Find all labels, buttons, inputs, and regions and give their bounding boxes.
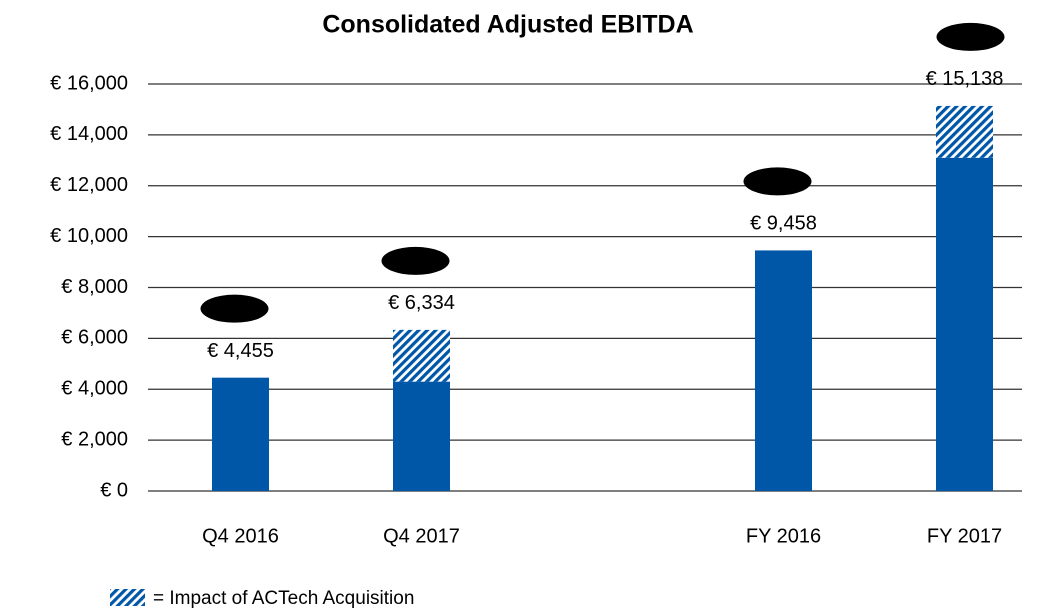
margin-bubble (743, 167, 812, 196)
chart-title: Consolidated Adjusted EBITDA (322, 11, 693, 39)
y-tick-label: € 4,000 (61, 378, 128, 400)
y-tick-label: € 8,000 (61, 276, 128, 298)
margin-bubble (936, 22, 1005, 51)
y-tick-label: € 12,000 (50, 174, 128, 196)
bar-segment (393, 329, 450, 382)
total-label: € 6,334 (388, 292, 455, 314)
margin-label: 10.6% (949, 29, 992, 46)
x-tick-label: Q4 2016 (202, 525, 279, 547)
margin-bubble (200, 294, 269, 323)
margin-label: 14.2% (394, 253, 437, 270)
bar-segment (755, 250, 812, 491)
y-tick-label: € 14,000 (50, 123, 128, 145)
total-label: € 9,458 (750, 213, 817, 235)
bar-segment (936, 105, 993, 158)
total-label: € 15,138 (926, 68, 1004, 90)
bar-segment (393, 381, 450, 491)
bar-segment (936, 157, 993, 492)
margin-label: 8.3% (760, 173, 794, 190)
y-tick-label: € 2,000 (61, 428, 128, 450)
legend-label: = Impact of ACTech Acquisition (153, 588, 414, 609)
margin-label: 14.2% (213, 301, 256, 318)
y-tick-label: € 16,000 (50, 72, 128, 94)
y-tick-label: € 6,000 (61, 327, 128, 349)
x-tick-label: FY 2017 (927, 525, 1002, 547)
margin-bubble (381, 246, 450, 275)
y-tick-label: € 0 (100, 479, 128, 501)
total-label: € 4,455 (207, 340, 274, 362)
legend-swatch (110, 589, 145, 606)
x-tick-label: Q4 2017 (383, 525, 460, 547)
y-tick-label: € 10,000 (50, 225, 128, 247)
bar-segment (212, 377, 269, 491)
x-tick-label: FY 2016 (746, 525, 821, 547)
